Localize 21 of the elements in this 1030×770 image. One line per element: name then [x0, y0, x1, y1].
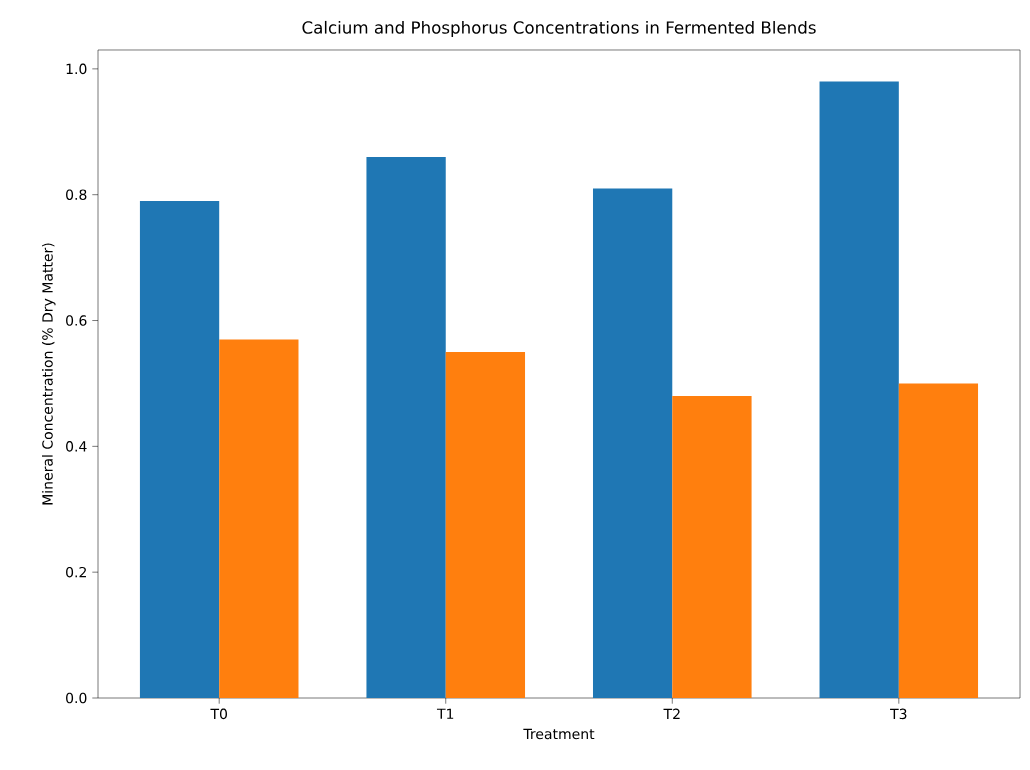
bar — [445, 351, 526, 698]
x-tick-label: T3 — [890, 708, 907, 720]
bar — [219, 339, 299, 698]
bar — [898, 383, 979, 698]
x-tick-label: T2 — [663, 708, 680, 720]
chart-title: Calcium and Phosphorus Concentrations in Fermented Blends — [302, 20, 816, 38]
y-tick-label: 1.0 — [66, 63, 87, 75]
bar — [819, 81, 899, 698]
bar — [139, 200, 220, 698]
y-axis-title: Mineral Concentration (% Dry Matter) — [41, 243, 56, 505]
bar — [672, 396, 752, 698]
y-tick-label: 0.6 — [66, 315, 87, 326]
x-tick-label: T1 — [436, 708, 454, 719]
y-tick-label: 0.8 — [66, 189, 87, 200]
bar — [366, 156, 446, 698]
y-tick-label: 0.0 — [66, 692, 87, 704]
x-axis-title: Treatment — [523, 728, 595, 740]
y-tick-label: 0.4 — [66, 441, 87, 452]
y-tick-label: 0.2 — [66, 566, 86, 578]
x-tick-label: T0 — [210, 708, 227, 720]
bar — [592, 188, 673, 698]
